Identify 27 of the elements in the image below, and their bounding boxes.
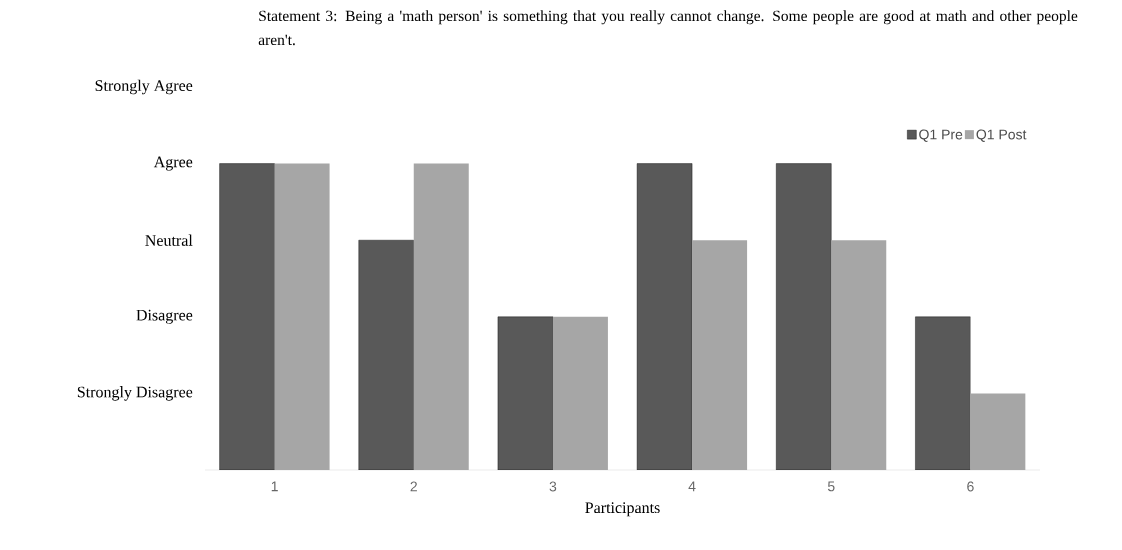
bar (274, 163, 330, 470)
bar (970, 393, 1026, 470)
text: Strongly Disagree (77, 386, 193, 401)
text: Neutral (145, 234, 193, 246)
x-tick-label: 1 (271, 481, 278, 492)
bar (692, 240, 748, 470)
legend-label: Q1 Pre (919, 129, 963, 142)
bar (915, 316, 971, 470)
x-tick-label: 6 (967, 481, 974, 492)
bar (636, 163, 693, 470)
text: Strongly Agree (95, 79, 193, 95)
x-tick-label: 3 (549, 481, 557, 492)
bar (776, 163, 832, 470)
bar (358, 240, 414, 470)
x-axis-title: Participants (585, 502, 660, 517)
bar (219, 163, 275, 470)
bar (552, 316, 608, 470)
bar (413, 163, 469, 470)
text: Agree (153, 156, 193, 171)
x-tick-label: 2 (410, 481, 417, 492)
bar (497, 316, 554, 470)
legend-label: Q1 Post (976, 129, 1027, 142)
text: Disagree (136, 309, 193, 324)
bar (831, 240, 887, 470)
x-tick-label: 4 (688, 481, 696, 492)
chart-title: Statement 3: Being a 'math person' is something that you really cannot change. Some people are good at math and other people aren't. (258, 10, 1078, 46)
x-tick-label: 5 (827, 481, 835, 492)
